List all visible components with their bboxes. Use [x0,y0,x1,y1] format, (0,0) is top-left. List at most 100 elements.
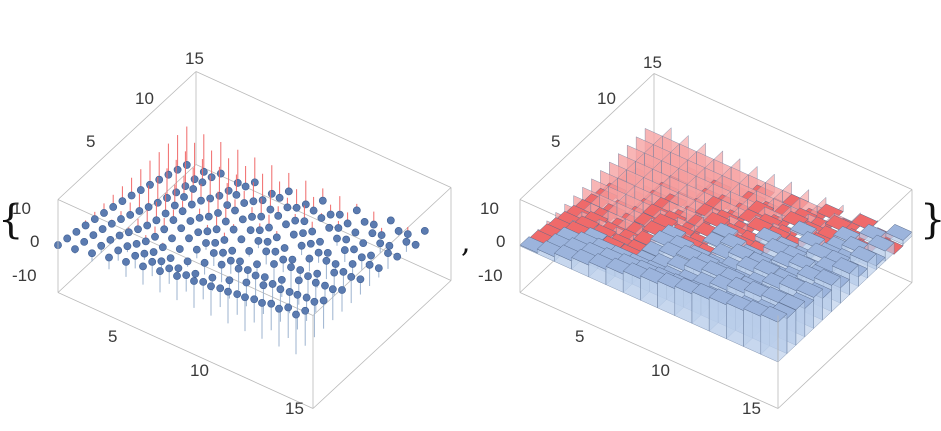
data-point [106,235,115,244]
data-point [246,226,255,235]
data-point [340,246,349,254]
data-point [207,282,215,291]
data-point [182,161,191,169]
y-tick-10: 10 [135,89,154,108]
y-tick-5: 5 [86,132,95,151]
close-brace: } [920,197,941,243]
data-point [330,268,339,277]
data-point [248,212,256,221]
data-point [232,190,241,199]
data-point [233,179,242,187]
data-point [385,241,394,250]
data-point [216,284,225,293]
data-point [135,207,144,215]
data-point [237,235,246,244]
data-point [194,228,203,237]
data-point [282,220,290,229]
data-point [289,230,298,239]
data-point [199,167,208,176]
data-point [271,247,280,256]
data-point [251,271,260,280]
data-point [250,178,259,187]
data-point [301,200,310,209]
data-point [214,209,222,217]
data-point [365,260,374,269]
data-point [292,310,300,319]
data-point [144,203,153,211]
box-edge [57,292,314,409]
data-point [313,269,322,278]
z-tick-0: 0 [496,232,505,251]
data-point [259,281,268,290]
data-point [163,194,171,202]
bounding-box-front-left [57,187,452,409]
data-point [384,249,392,258]
data-point [292,203,301,212]
data-point [217,260,226,269]
axis-ticks-left: 15 10 5 10 0 -10 5 10 15 [12,49,304,418]
data-point [393,252,402,261]
box-edge [312,187,452,316]
data-point [267,189,276,198]
data-point [80,237,89,246]
data-point [403,230,412,239]
data-point [155,175,164,184]
x-tick-15: 15 [285,399,304,418]
data-points-left [54,126,429,355]
data-point [161,209,170,218]
x-tick-10: 10 [651,361,670,380]
data-point [293,290,302,299]
list-comma: , [461,225,471,260]
data-point [225,276,234,285]
data-point [323,248,332,257]
data-point [190,175,199,184]
data-point [114,246,123,255]
data-point [63,234,72,243]
data-point [347,272,356,281]
data-point [328,285,337,294]
data-point [266,205,275,214]
box-edge [519,292,779,409]
data-point [284,187,293,196]
data-point [284,303,293,312]
data-point [291,216,300,225]
data-point [231,206,239,215]
data-point [322,256,331,265]
data-point [132,239,141,248]
data-point [136,186,145,194]
data-point [376,239,385,248]
data-point [157,257,166,266]
axis-ticks-right: 15 10 5 10 0 -10 5 10 15 [478,53,761,418]
data-point [185,234,193,243]
data-point [350,245,358,254]
data-point [310,297,319,306]
data-point [164,170,173,179]
data-point [124,228,133,237]
data-point [377,231,386,240]
data-point [158,243,167,252]
data-point [277,275,286,284]
data-point [283,203,292,212]
data-point [238,215,247,224]
data-point [386,216,395,225]
data-point [183,257,192,266]
data-point [285,288,294,296]
data-point [72,227,81,236]
data-point [356,275,365,284]
y-tick-15: 15 [185,49,204,68]
data-point [223,201,232,209]
data-point [369,220,378,229]
data-point [272,233,281,242]
data-point [242,278,251,287]
box-edge [777,282,913,409]
bar-top [760,305,788,323]
data-point [243,266,252,274]
data-point [151,232,159,241]
data-point [394,227,403,235]
data-point [141,237,150,246]
data-point [420,226,429,235]
data-point [149,248,158,256]
bar-top [788,253,816,270]
data-point [172,188,181,197]
data-point [169,216,178,224]
